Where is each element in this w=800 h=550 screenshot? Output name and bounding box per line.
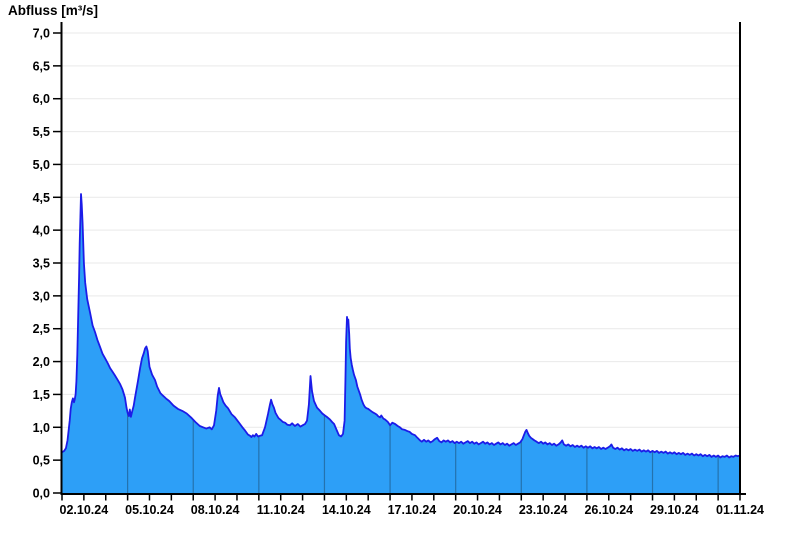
- y-tick-label: 2,5: [33, 322, 50, 336]
- y-tick-label: 6,5: [33, 59, 50, 73]
- x-tick-label: 02.10.24: [60, 503, 109, 517]
- x-tick-label: 26.10.24: [584, 503, 633, 517]
- x-tick-label: 05.10.24: [125, 503, 174, 517]
- y-tick-label: 5,0: [33, 158, 50, 172]
- x-tick-label: 17.10.24: [388, 503, 437, 517]
- x-tick-label: 01.11.24: [716, 503, 764, 517]
- y-tick-label: 5,5: [33, 125, 50, 139]
- x-axis-labels: 02.10.24 05.10.24 08.10.24 11.10.24 14.10.24…: [60, 503, 764, 517]
- y-tick-label: 1,5: [33, 388, 50, 402]
- area-series: [62, 194, 740, 493]
- h-gridlines: [62, 32, 740, 461]
- y-axis-ticks: 0,0 0,5 1,0 1,5 2,0 2,5 3,0 3,5 4,0 4,5 5,0 5,5 6,0 6…: [33, 27, 61, 501]
- y-tick-label: 3,5: [33, 257, 50, 271]
- y-tick-label: 0,5: [33, 454, 50, 468]
- y-tick-label: 4,5: [33, 191, 50, 205]
- axes: [60, 22, 746, 495]
- x-tick-label: 08.10.24: [191, 503, 240, 517]
- discharge-line: [61, 193, 741, 459]
- y-tick-label: 0,0: [33, 487, 50, 501]
- y-tick-label: 6,0: [33, 92, 50, 106]
- x-tick-label: 11.10.24: [257, 503, 305, 517]
- x-axis-ticks: [61, 494, 741, 501]
- chart-title: Abfluss [m³/s]: [8, 3, 99, 18]
- x-tick-label: 29.10.24: [650, 503, 699, 517]
- y-tick-label: 3,0: [33, 289, 50, 303]
- y-tick-label: 2,0: [33, 355, 50, 369]
- series-outline: [61, 193, 741, 459]
- y-tick-label: 1,0: [33, 421, 50, 435]
- discharge-area: [62, 194, 740, 493]
- x-tick-label: 23.10.24: [519, 503, 568, 517]
- x-tick-label: 20.10.24: [453, 503, 502, 517]
- y-tick-label: 4,0: [33, 224, 50, 238]
- y-tick-label: 7,0: [33, 27, 50, 41]
- x-tick-label: 14.10.24: [322, 503, 371, 517]
